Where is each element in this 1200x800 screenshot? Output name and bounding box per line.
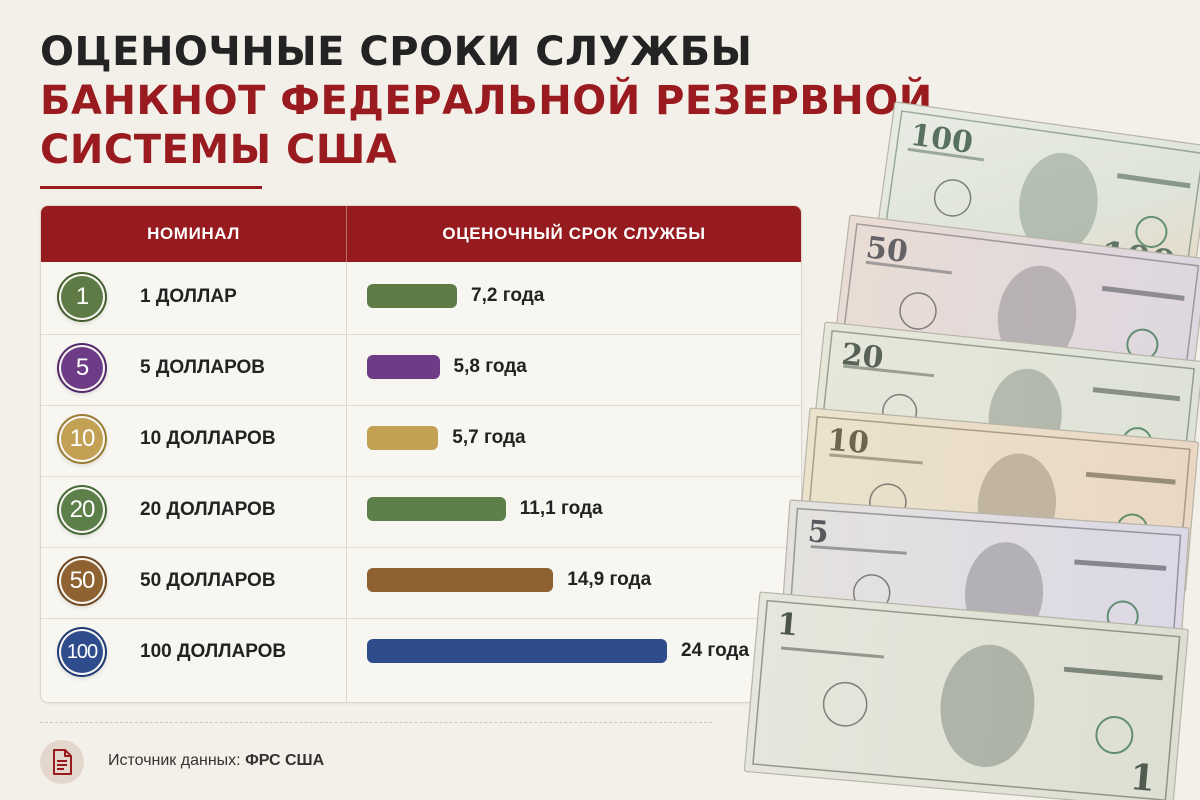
denomination-label: 20 ДОЛЛАРОВ (140, 499, 276, 520)
header-divider (346, 206, 347, 262)
denomination-badge: 20 (61, 489, 103, 531)
lifespan-value-label: 7,2 года (471, 285, 545, 306)
banknote-denomination: 100 (908, 118, 975, 161)
banknote-text-band (1085, 471, 1176, 485)
banknote-serial-band (810, 545, 907, 555)
banknote-seal-left (822, 681, 868, 727)
table-row: 100 100 ДОЛЛАРОВ (41, 617, 801, 690)
banknote-denomination: 10 (826, 423, 871, 462)
denomination-badge: 1 (61, 276, 103, 318)
lifespan-table: Номинал Оценочный срок службы 1 1 ДОЛЛАР 5… (40, 205, 802, 703)
table-row: 50 50 ДОЛЛАРОВ (41, 546, 801, 619)
table-row: 5 5 ДОЛЛАРОВ (41, 333, 801, 406)
document-icon (40, 740, 84, 784)
banknote-serial-band (907, 147, 985, 162)
banknote: 11 (743, 591, 1189, 800)
page-title-line-1: Оценочные сроки службы (40, 29, 753, 75)
source-label: Источник данных: (108, 752, 241, 769)
header-denomination: Номинал (147, 224, 240, 243)
table-row: 1 1 ДОЛЛАР (41, 262, 801, 335)
lifespan-bar (367, 568, 554, 592)
denomination-label: 10 ДОЛЛАРОВ (140, 428, 276, 449)
banknote-denomination: 1 (776, 607, 800, 644)
banknote-body (743, 591, 1189, 800)
lifespan-bar (367, 284, 457, 308)
banknote-seal-right (1135, 215, 1168, 248)
lifespan-value-label: 14,9 года (567, 569, 652, 590)
banknote-serial-band (780, 646, 884, 659)
page-title-line-3: системы США (40, 127, 398, 173)
lifespan-value-label: 5,7 года (452, 427, 526, 448)
row-divider (41, 547, 801, 548)
banknote-denomination-corner: 1 (1128, 756, 1157, 800)
lifespan-value-label: 24 года (681, 640, 750, 661)
banknotes-illustration: 1001005050202010105511 (743, 101, 1200, 800)
row-divider (41, 405, 801, 406)
lifespan-bar (367, 355, 440, 379)
denomination-badge: 50 (61, 560, 103, 602)
row-divider (41, 618, 801, 619)
banknote-denomination: 50 (864, 230, 910, 270)
source-value: ФРС США (245, 752, 325, 769)
footer-divider (40, 722, 712, 723)
banknote-portrait (1019, 152, 1098, 255)
header-lifespan: Оценочный срок службы (442, 224, 706, 243)
lifespan-value-label: 11,1 года (519, 498, 603, 519)
banknote-seal-right (1095, 716, 1134, 755)
row-divider (41, 476, 801, 477)
table-row: 10 10 ДОЛЛАРОВ (41, 404, 801, 477)
lifespan-value-label: 5,8 года (453, 356, 527, 377)
title-block: Оценочные сроки службы банкнот Федеральн… (40, 28, 933, 175)
title-underline (40, 186, 262, 189)
page-title-line-2: банкнот Федеральной резервной (40, 78, 933, 124)
denomination-badge: 10 (61, 418, 103, 460)
banknote-portrait (940, 644, 1035, 767)
table-header: Номинал Оценочный срок службы (41, 206, 801, 262)
denomination-label: 100 ДОЛЛАРОВ (140, 641, 287, 662)
lifespan-bar (367, 426, 439, 450)
denomination-badge: 5 (61, 347, 103, 389)
denomination-label: 1 ДОЛЛАР (140, 286, 237, 307)
source-line: Источник данных: ФРС США (108, 752, 324, 770)
table-row: 20 20 ДОЛЛАРОВ (41, 475, 801, 548)
banknote-seal-left (933, 179, 972, 217)
banknote-seal-left (899, 292, 937, 330)
banknote-text-band (1092, 387, 1181, 402)
denomination-label: 50 ДОЛЛАРОВ (140, 570, 276, 591)
banknote-serial-band (865, 260, 952, 275)
banknote-text-band (1063, 666, 1163, 681)
lifespan-bar (367, 639, 667, 663)
column-divider (346, 262, 347, 702)
denomination-label: 5 ДОЛЛАРОВ (140, 357, 265, 378)
banknote-text-band (1116, 173, 1191, 189)
banknote-denomination: 5 (807, 514, 830, 550)
banknote-text-band (1074, 559, 1167, 571)
banknote-serial-band (843, 364, 935, 378)
banknote-border (752, 599, 1181, 800)
row-divider (41, 334, 801, 335)
denomination-badge: 100 (61, 631, 103, 673)
banknote-serial-band (829, 453, 923, 465)
lifespan-bar (367, 497, 506, 521)
banknote-text-band (1101, 285, 1185, 301)
banknote-denomination: 20 (840, 337, 885, 376)
